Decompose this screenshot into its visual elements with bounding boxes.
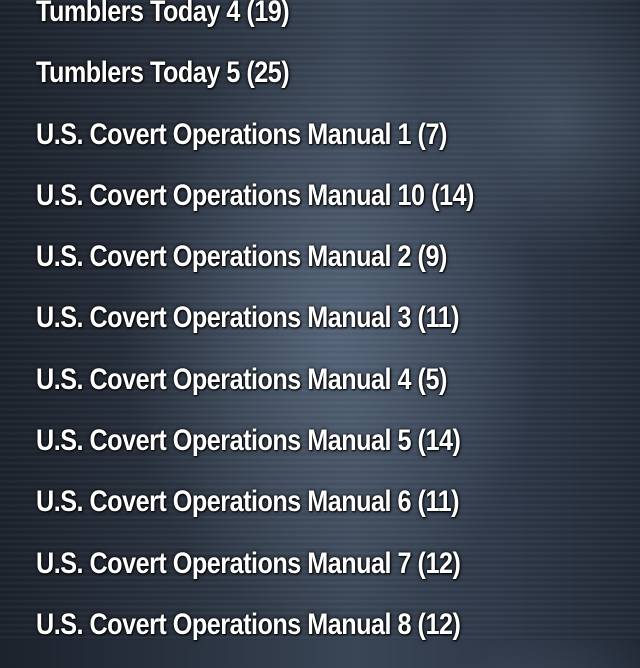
- item-list: Tumblers Today 4 (19) Tumblers Today 5 (…: [36, 0, 557, 668]
- list-item[interactable]: U.S. Covert Operations Manual 5 (14): [36, 424, 461, 458]
- list-item[interactable]: U.S. Covert Operations Manual 3 (11): [36, 301, 459, 335]
- list-item[interactable]: U.S. Covert Operations Manual 1 (7): [36, 117, 447, 151]
- list-item[interactable]: U.S. Covert Operations Manual 4 (5): [36, 362, 447, 396]
- list-item[interactable]: Tumblers Today 5 (25): [36, 56, 290, 90]
- list-item[interactable]: U.S. Covert Operations Manual 6 (11): [36, 485, 459, 519]
- list-item[interactable]: U.S. Covert Operations Manual 2 (9): [36, 240, 447, 274]
- list-item[interactable]: Tumblers Today 4 (19): [36, 0, 290, 28]
- list-item[interactable]: U.S. Covert Operations Manual 10 (14): [36, 178, 474, 212]
- list-item[interactable]: U.S. Covert Operations Manual 8 (12): [36, 607, 461, 641]
- list-item[interactable]: U.S. Covert Operations Manual 7 (12): [36, 546, 461, 580]
